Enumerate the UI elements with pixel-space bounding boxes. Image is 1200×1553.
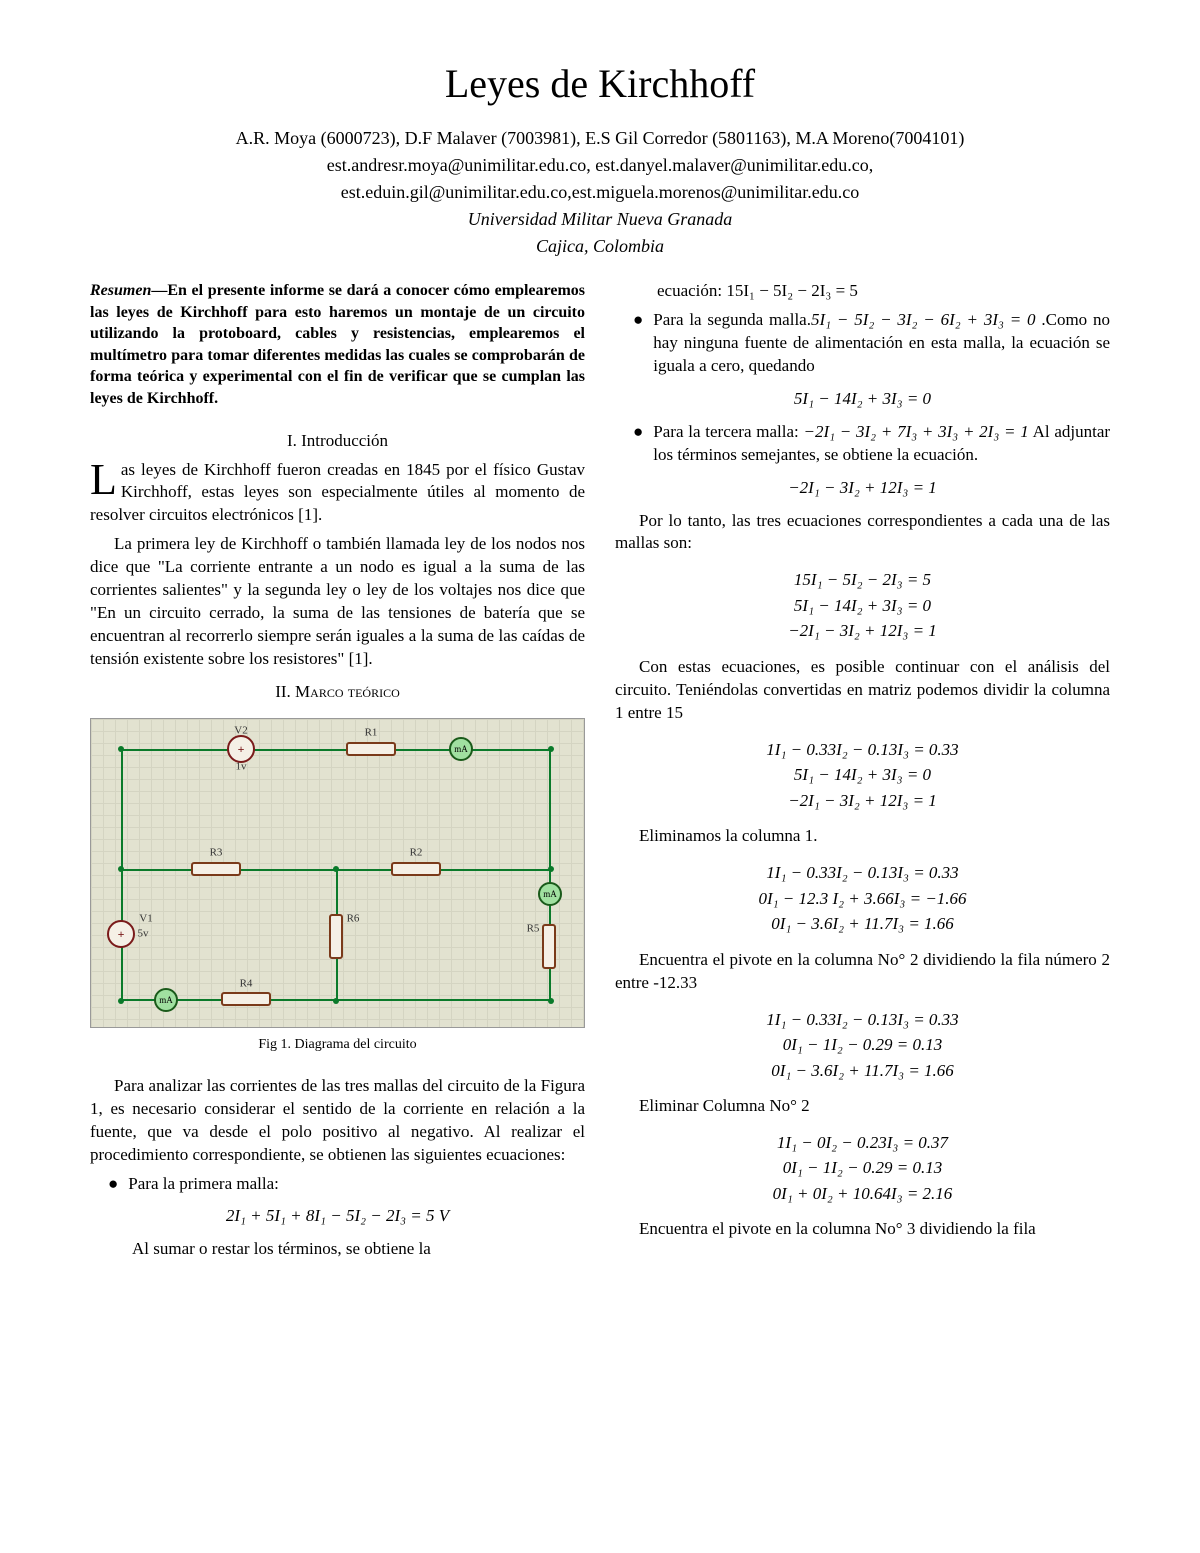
bullet-third-mesh: ● Para la tercera malla: −2I₁ − 3I₂ + 7I… (633, 421, 1110, 467)
sys3-row: 0I₁ − 12.3 I₂ + 3.66I₃ = −1.66 (615, 886, 1110, 912)
con-estas-text: Con estas ecuaciones, es posible continu… (615, 656, 1110, 725)
right-column: ecuación: 15I₁ − 5I₂ − 2I₃ = 5 ● Para la… (615, 280, 1110, 1267)
circuit-node (118, 866, 124, 872)
label-r4: R4 (240, 976, 253, 991)
resistor-r2 (391, 862, 441, 876)
sys3-row: 1I₁ − 0.33I₂ − 0.13I₃ = 0.33 (615, 860, 1110, 886)
ammeter-icon: mA (449, 737, 473, 761)
circuit-node (118, 998, 124, 1004)
col2-first-line: ecuación: 15I₁ − 5I₂ − 2I₃ = 5 (657, 280, 1110, 303)
bullet-second-mesh-prefix: Para la segunda malla. (653, 310, 811, 329)
circuit-diagram: + V2 1v R1 mA R3 R2 + V1 5v R6 R5 mA (90, 718, 585, 1028)
label-r3: R3 (210, 845, 223, 860)
bullet-second-mesh: ● Para la segunda malla.5I₁ − 5I₂ − 3I₂ … (633, 309, 1110, 378)
intro-paragraph-2: La primera ley de Kirchhoff o también ll… (90, 533, 585, 671)
sys1-row: −2I₁ − 3I₂ + 12I₃ = 1 (615, 618, 1110, 644)
voltage-source-v1: + (107, 920, 135, 948)
pivot-col2-text: Encuentra el pivote en la columna No° 2 … (615, 949, 1110, 995)
label-5v: 5v (138, 926, 149, 941)
abstract-label: Resumen (90, 282, 151, 299)
equation-system-4: 1I₁ − 0.33I₂ − 0.13I₃ = 0.33 0I₁ − 1I₂ −… (615, 1007, 1110, 1084)
abstract-text: —En el presente informe se dará a conoce… (90, 282, 585, 407)
location: Cajica, Colombia (90, 233, 1110, 260)
abstract: Resumen—En el presente informe se dará a… (90, 280, 585, 410)
section-2-heading: II. Marco teórico (90, 681, 585, 704)
equation-mesh3: −2I₁ − 3I₂ + 12I₃ = 1 (615, 477, 1110, 500)
circuit-node (548, 866, 554, 872)
label-1v: 1v (236, 759, 247, 774)
wire (121, 749, 123, 1001)
label-r1: R1 (365, 725, 378, 740)
ammeter-icon: mA (538, 882, 562, 906)
analysis-paragraph: Para analizar las corrientes de las tres… (90, 1075, 585, 1167)
equation-mesh1: 2I₁ + 5I₁ + 8I₁ − 5I₂ − 2I₃ = 5 V (90, 1205, 585, 1228)
bullet-icon: ● (108, 1173, 118, 1196)
circuit-node (548, 746, 554, 752)
bullet-second-mesh-eq: 5I₁ − 5I₂ − 3I₂ − 6I₂ + 3I₃ = 0 (811, 310, 1036, 329)
figure-1-caption: Fig 1. Diagrama del circuito (90, 1036, 585, 1055)
wire (121, 749, 551, 751)
equation-mesh2: 5I₁ − 14I₂ + 3I₃ = 0 (615, 388, 1110, 411)
circuit-node (333, 998, 339, 1004)
label-v2: V2 (234, 723, 247, 738)
text-after-eq1: Al sumar o restar los términos, se obtie… (132, 1238, 585, 1261)
sys4-row: 1I₁ − 0.33I₂ − 0.13I₃ = 0.33 (615, 1007, 1110, 1033)
circuit-node (548, 998, 554, 1004)
circuit-node (333, 866, 339, 872)
authors-line: A.R. Moya (6000723), D.F Malaver (700398… (90, 125, 1110, 152)
resistor-r6 (329, 914, 343, 959)
label-r6: R6 (347, 911, 360, 926)
resistor-r4 (221, 992, 271, 1006)
eliminate-col1-text: Eliminamos la columna 1. (615, 825, 1110, 848)
intro-paragraph-1: Las leyes de Kirchhoff fueron creadas en… (90, 459, 585, 528)
bullet-icon: ● (633, 421, 643, 467)
label-v1: V1 (139, 911, 152, 926)
sys2-row: 5I₁ − 14I₂ + 3I₃ = 0 (615, 762, 1110, 788)
emails-line-1: est.andresr.moya@unimilitar.edu.co, est.… (90, 152, 1110, 179)
affiliation: Universidad Militar Nueva Granada (90, 206, 1110, 233)
resistor-r3 (191, 862, 241, 876)
sys4-row: 0I₁ − 1I₂ − 0.29 = 0.13 (615, 1032, 1110, 1058)
equation-system-5: 1I₁ − 0I₂ − 0.23I₃ = 0.37 0I₁ − 1I₂ − 0.… (615, 1130, 1110, 1207)
bullet-third-mesh-eq: −2I₁ − 3I₂ + 7I₃ + 3I₃ + 2I₃ = 1 (804, 422, 1029, 441)
equation-system-2: 1I₁ − 0.33I₂ − 0.13I₃ = 0.33 5I₁ − 14I₂ … (615, 737, 1110, 814)
resistor-r1 (346, 742, 396, 756)
sys1-row: 15I₁ − 5I₂ − 2I₃ = 5 (615, 567, 1110, 593)
sys5-row: 0I₁ − 1I₂ − 0.29 = 0.13 (615, 1155, 1110, 1181)
label-r5: R5 (527, 921, 540, 936)
equation-system-1: 15I₁ − 5I₂ − 2I₃ = 5 5I₁ − 14I₂ + 3I₃ = … (615, 567, 1110, 644)
sys5-row: 1I₁ − 0I₂ − 0.23I₃ = 0.37 (615, 1130, 1110, 1156)
sys3-row: 0I₁ − 3.6I₂ + 11.7I₃ = 1.66 (615, 911, 1110, 937)
page-title: Leyes de Kirchhoff (90, 60, 1110, 107)
equation-system-3: 1I₁ − 0.33I₂ − 0.13I₃ = 0.33 0I₁ − 12.3 … (615, 860, 1110, 937)
label-r2: R2 (410, 845, 423, 860)
sys2-row: −2I₁ − 3I₂ + 12I₃ = 1 (615, 788, 1110, 814)
left-column: Resumen—En el presente informe se dará a… (90, 280, 585, 1267)
pivot-col3-text: Encuentra el pivote en la columna No° 3 … (615, 1218, 1110, 1241)
bullet-first-mesh-text: Para la primera malla: (128, 1173, 279, 1196)
circuit-node (118, 746, 124, 752)
eliminate-col2-text: Eliminar Columna No° 2 (615, 1095, 1110, 1118)
section-1-heading: I. Introducción (90, 430, 585, 453)
therefore-text: Por lo tanto, las tres ecuaciones corres… (615, 510, 1110, 556)
sys2-row: 1I₁ − 0.33I₂ − 0.13I₃ = 0.33 (615, 737, 1110, 763)
bullet-first-mesh: ● Para la primera malla: (108, 1173, 585, 1196)
ammeter-icon: mA (154, 988, 178, 1012)
emails-line-2: est.eduin.gil@unimilitar.edu.co,est.migu… (90, 179, 1110, 206)
resistor-r5 (542, 924, 556, 969)
sys4-row: 0I₁ − 3.6I₂ + 11.7I₃ = 1.66 (615, 1058, 1110, 1084)
bullet-icon: ● (633, 309, 643, 378)
bullet-third-mesh-prefix: Para la tercera malla: (653, 422, 803, 441)
sys1-row: 5I₁ − 14I₂ + 3I₃ = 0 (615, 593, 1110, 619)
sys5-row: 0I₁ + 0I₂ + 10.64I₃ = 2.16 (615, 1181, 1110, 1207)
